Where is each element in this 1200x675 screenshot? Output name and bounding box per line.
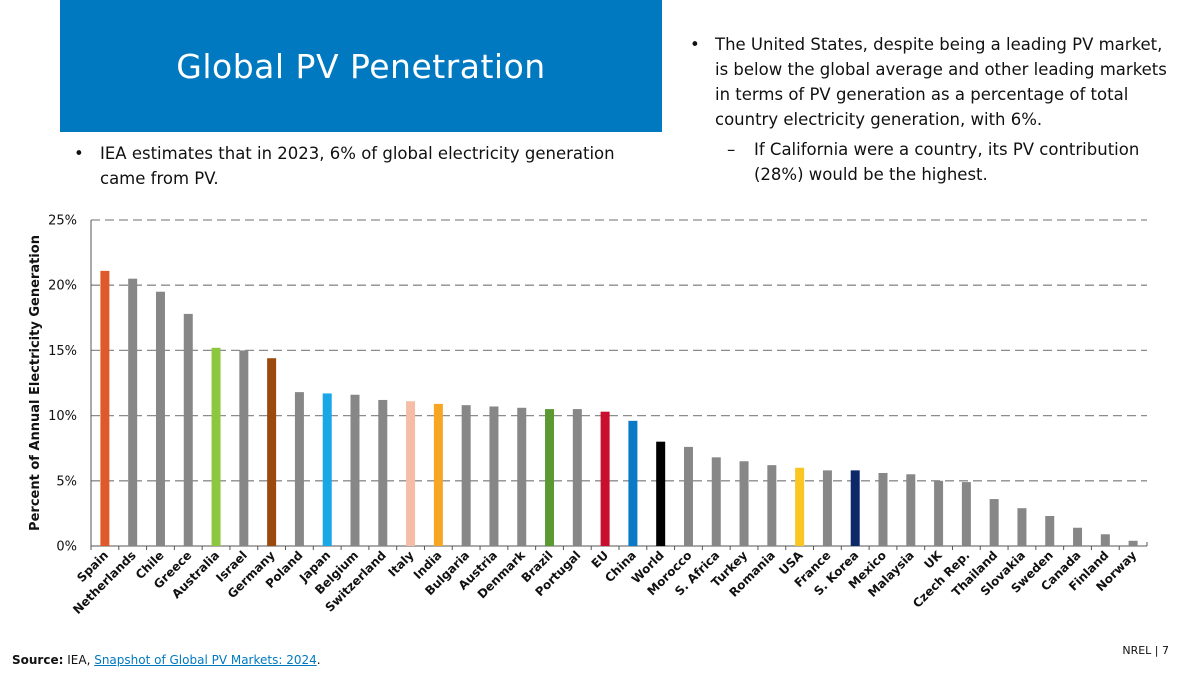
page-number: NREL | 7 (1122, 644, 1169, 657)
bar-greece (183, 313, 193, 546)
bar-france (822, 470, 832, 546)
title-banner: Global PV Penetration (60, 0, 662, 132)
bar-japan (322, 393, 332, 546)
source-citation: Source: IEA, Snapshot of Global PV Marke… (12, 653, 321, 667)
bar-malaysia (906, 474, 916, 546)
source-prefix: IEA, (67, 653, 95, 667)
bar-romania (767, 465, 777, 546)
bar-thailand (989, 499, 999, 546)
bar-australia (211, 347, 221, 546)
bar-denmark (517, 407, 527, 546)
bar-india (433, 403, 443, 546)
bar-world (656, 441, 666, 546)
bar-austria (489, 406, 499, 546)
bar-mexico (878, 472, 888, 546)
bar-uk (934, 480, 944, 546)
bar-turkey (739, 461, 749, 546)
source-label: Source: (12, 653, 64, 667)
sub-bullet-text: If California were a country, its PV con… (754, 140, 1140, 184)
bar-s-korea (850, 470, 860, 546)
bar-eu (600, 411, 610, 546)
bullet-dot-icon: • (690, 35, 700, 54)
bar-sweden (1045, 516, 1055, 546)
bar-bulgaria (461, 405, 471, 546)
y-tick-label: 0% (56, 540, 77, 555)
bar-czech-rep (961, 482, 971, 546)
pv-penetration-bar-chart: 0%5%10%15%20%25%SpainNetherlandsChileGre… (28, 214, 1148, 617)
x-tick-label: EU (589, 548, 612, 571)
bar-israel (239, 350, 249, 546)
bar-portugal (572, 409, 582, 546)
bar-belgium (350, 394, 360, 546)
y-axis-label: Percent of Annual Electricity Generation (28, 235, 43, 531)
bullet-text: IEA estimates that in 2023, 6% of global… (100, 144, 615, 188)
bar-morocco (683, 446, 693, 546)
sub-bullet-california: – If California were a country, its PV c… (727, 137, 1177, 187)
source-link[interactable]: Snapshot of Global PV Markets: 2024 (94, 653, 317, 667)
slide-title: Global PV Penetration (176, 46, 546, 86)
dash-bullet-icon: – (727, 140, 736, 159)
y-tick-label: 20% (48, 279, 77, 294)
bar-italy (406, 401, 416, 546)
bar-brazil (545, 409, 555, 546)
bar-s-africa (711, 457, 721, 546)
bullet-dot-icon: • (74, 144, 84, 163)
y-tick-label: 5% (56, 474, 77, 489)
bar-netherlands (128, 278, 138, 546)
bar-finland (1100, 534, 1110, 546)
bullet-us-comparison: • The United States, despite being a lea… (690, 32, 1180, 132)
y-tick-label: 15% (48, 344, 77, 359)
bar-chile (155, 291, 165, 546)
bar-switzerland (378, 399, 388, 546)
bar-germany (267, 358, 277, 546)
bar-spain (100, 270, 110, 546)
bar-usa (795, 467, 805, 546)
bar-poland (294, 392, 304, 546)
bullet-text: The United States, despite being a leadi… (715, 35, 1167, 129)
bar-slovakia (1017, 508, 1027, 546)
bar-norway (1128, 540, 1138, 546)
source-suffix: . (316, 653, 321, 667)
bullet-iea-estimate: • IEA estimates that in 2023, 6% of glob… (74, 141, 654, 191)
y-tick-label: 10% (48, 409, 77, 424)
y-tick-label: 25% (48, 214, 77, 229)
bar-china (628, 420, 638, 546)
bar-canada (1073, 527, 1083, 546)
